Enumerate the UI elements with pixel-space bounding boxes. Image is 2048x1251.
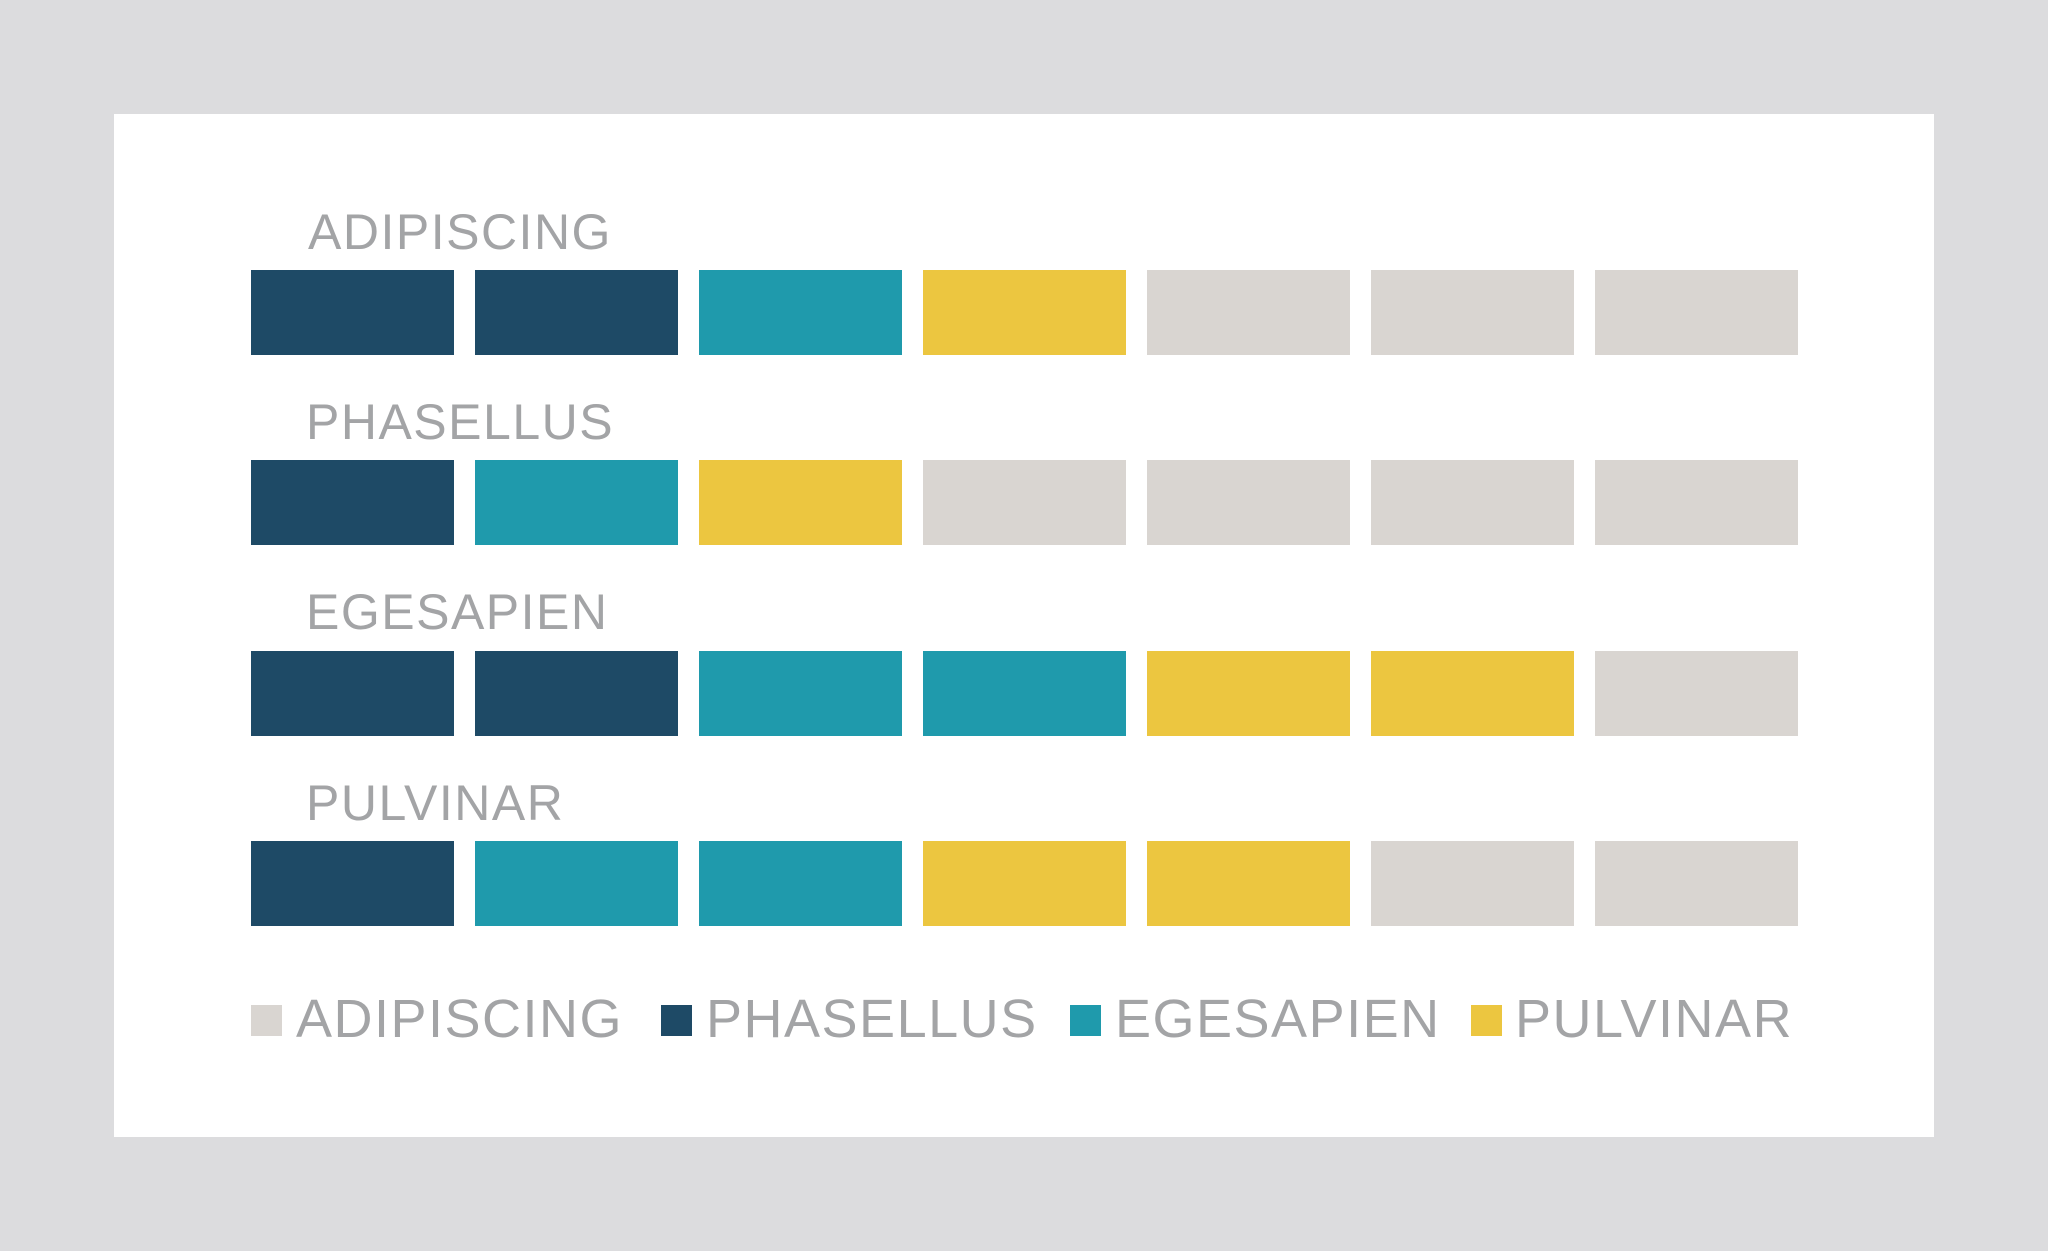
legend-swatch: [1471, 1005, 1502, 1036]
bar-segment: [1371, 460, 1574, 545]
bar-segment: [1595, 651, 1798, 736]
bar-segment: [475, 460, 678, 545]
bar-segment: [1147, 651, 1350, 736]
bar-segment: [1147, 841, 1350, 926]
bar-segment: [475, 841, 678, 926]
bar-segment: [475, 651, 678, 736]
bar-segment: [923, 841, 1126, 926]
bar-segment: [923, 270, 1126, 355]
row-label: EGESAPIEN: [306, 584, 609, 640]
bar-segment: [251, 841, 454, 926]
bar-segment: [923, 460, 1126, 545]
legend-label: ADIPISCING: [296, 989, 623, 1049]
bar-segment: [699, 841, 902, 926]
row-label: ADIPISCING: [308, 204, 612, 260]
bar-segment: [1371, 270, 1574, 355]
bar-segment: [251, 270, 454, 355]
bar-segment: [1595, 270, 1798, 355]
legend-swatch: [251, 1005, 282, 1036]
bar-segment: [251, 460, 454, 545]
legend-label: EGESAPIEN: [1115, 989, 1441, 1049]
bar-segment: [923, 651, 1126, 736]
legend-swatch: [661, 1005, 692, 1036]
legend-label: PHASELLUS: [706, 989, 1038, 1049]
bar-segment: [699, 651, 902, 736]
bar-segment: [251, 651, 454, 736]
bar-segment: [699, 460, 902, 545]
bar-segment: [1147, 460, 1350, 545]
bar-segment: [1595, 841, 1798, 926]
row-label: PULVINAR: [306, 775, 564, 831]
bar-segment: [1371, 651, 1574, 736]
legend-swatch: [1070, 1005, 1101, 1036]
bar-segment: [475, 270, 678, 355]
bar-segment: [699, 270, 902, 355]
bar-segment: [1371, 841, 1574, 926]
row-label: PHASELLUS: [306, 394, 614, 450]
legend-label: PULVINAR: [1515, 989, 1793, 1049]
bar-segment: [1595, 460, 1798, 545]
bar-segment: [1147, 270, 1350, 355]
